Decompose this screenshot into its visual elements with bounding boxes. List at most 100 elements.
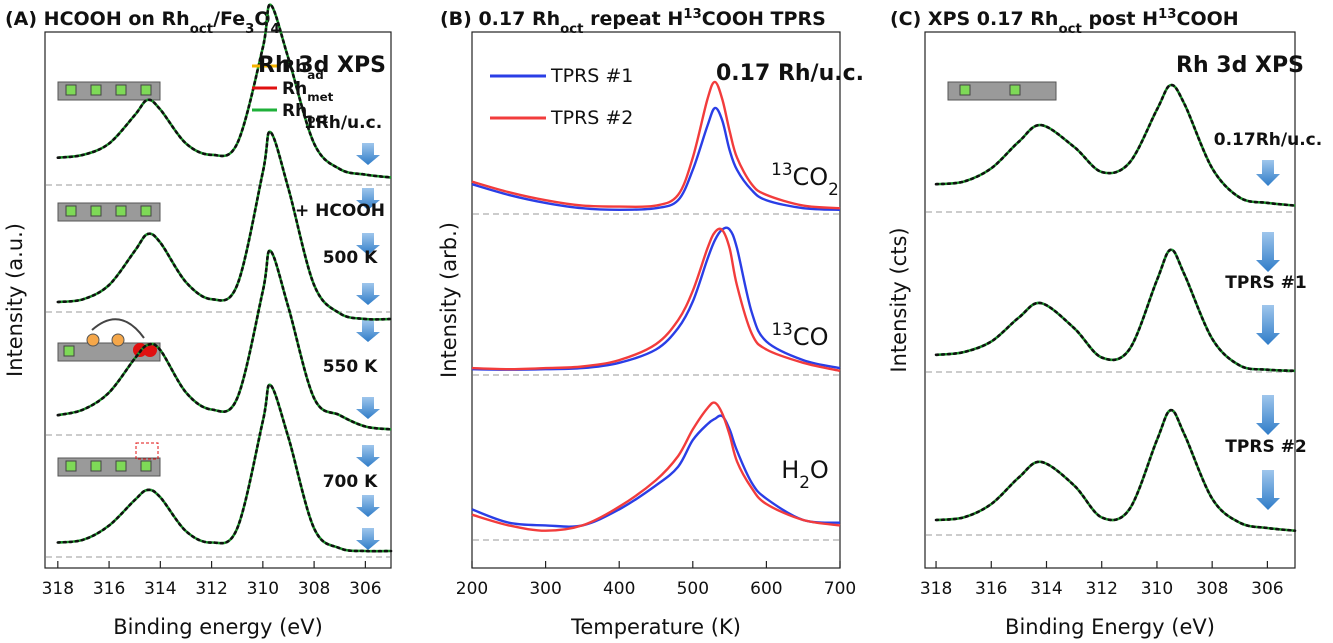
text-part: post H: [1082, 8, 1158, 30]
decorations: [44, 31, 1296, 569]
text-part: repeat H: [584, 8, 684, 30]
text-part: COOH TPRS: [702, 8, 826, 30]
tprs-trace: [471, 106, 841, 212]
tprs-trace: [471, 401, 841, 532]
text-part: Rh: [282, 101, 307, 121]
x-tick-label: 500: [677, 579, 709, 599]
text-part: H: [781, 456, 799, 484]
annotation: H2O: [781, 456, 829, 492]
data-dots: [56, 249, 393, 431]
data-dots: [56, 130, 393, 321]
annotation: Rh 3d XPS: [258, 53, 386, 78]
x-tick-label: 308: [298, 579, 330, 599]
frame: [471, 31, 841, 569]
text-part: oct: [560, 22, 584, 37]
y-axis-label: Intensity (a.u.): [3, 223, 27, 377]
spectrum: [935, 409, 1296, 532]
text-part: COOH: [1177, 8, 1239, 30]
annotation: 13CO: [771, 319, 828, 351]
text-part: ad: [307, 68, 324, 82]
frame: [924, 31, 1296, 569]
x-tick-label: 312: [1085, 579, 1117, 599]
x-axis-label: Temperature (K): [570, 615, 741, 639]
text-part: oct: [1058, 22, 1082, 37]
baselines: [46, 184, 1294, 558]
x-axis-label: Binding energy (eV): [113, 615, 323, 639]
spectrum: [935, 248, 1296, 372]
frame: [44, 31, 392, 569]
text-part: (A) HCOOH on Rh: [5, 8, 190, 30]
x-tick-label: 310: [247, 579, 279, 599]
text-part: (B) 0.17 Rh: [440, 8, 560, 30]
x-tick-label: 306: [349, 579, 381, 599]
x-tick-label: 312: [195, 579, 227, 599]
text-part: oct: [190, 22, 214, 37]
x-tick-label: 314: [1030, 579, 1062, 599]
text-part: 4: [271, 22, 280, 37]
text-part: CO: [793, 163, 829, 191]
fit-curve: [935, 248, 1296, 373]
x-tick-label: 318: [920, 579, 952, 599]
annotation: 700 K: [323, 472, 378, 492]
text-part: met: [307, 90, 333, 104]
annotation: TPRS #2: [1225, 437, 1306, 457]
legend-label: TPRS #2: [550, 107, 633, 129]
arrows: [356, 143, 1280, 550]
annotation: 500 K: [323, 248, 378, 268]
legend-label: TPRS #1: [550, 65, 633, 87]
annotation: 13CO2: [771, 159, 839, 199]
annotation: 1Rh/u.c.: [304, 113, 382, 133]
x-axis-label: Binding Energy (eV): [1005, 615, 1215, 639]
annotation: TPRS #1: [1225, 273, 1306, 293]
annotation: 0.17 Rh/u.c.: [716, 61, 864, 86]
fit-curve: [57, 130, 392, 321]
text-part: 13: [1158, 7, 1177, 22]
tprs-trace: [471, 226, 841, 371]
tprs-trace: [471, 227, 841, 372]
text-part: Rh: [282, 57, 307, 77]
data-dots: [56, 3, 393, 179]
panel-title: (A) HCOOH on Rhoct/Fe3O4: [5, 8, 280, 37]
annotation: + HCOOH: [295, 201, 385, 221]
annotation: 0.17Rh/u.c.: [1214, 130, 1322, 150]
x-tick-label: 316: [975, 579, 1007, 599]
annotation: Rh 3d XPS: [1176, 53, 1304, 78]
x-tick-label: 300: [529, 579, 561, 599]
fit-curve: [57, 249, 392, 431]
text-part: CO: [793, 323, 829, 351]
x-tick-label: 200: [456, 579, 488, 599]
text-part: 13: [683, 7, 702, 22]
text-part: Rh: [282, 79, 307, 99]
annotation: 550 K: [323, 357, 378, 377]
data-dots: [934, 83, 1297, 207]
x-tick-label: 314: [144, 579, 176, 599]
text-part: /Fe: [213, 8, 245, 30]
panel-title: (B) 0.17 Rhoct repeat H13COOH TPRS: [440, 7, 826, 37]
x-tick-label: 310: [1141, 579, 1173, 599]
y-axis-label: Intensity (arb.): [437, 222, 461, 378]
x-tick-label: 308: [1196, 579, 1228, 599]
text-part: oct: [307, 112, 328, 126]
x-tick-label: 318: [42, 579, 74, 599]
text-part: O: [810, 456, 829, 484]
text-part: 2: [828, 179, 839, 199]
data-dots: [934, 248, 1297, 373]
fit-curve: [935, 408, 1296, 532]
tprs-trace: [471, 80, 841, 210]
y-axis-label: Intensity (cts): [887, 227, 911, 372]
legend-label: Rhmet: [282, 79, 334, 104]
legend-label: Rhad: [282, 57, 324, 82]
x-tick-label: 600: [750, 579, 782, 599]
x-tick-label: 316: [93, 579, 125, 599]
text-part: (C) XPS 0.17 Rh: [890, 8, 1058, 30]
text-part: 13: [771, 159, 792, 179]
text-part: 13: [771, 319, 792, 339]
text-part: 3: [245, 22, 254, 37]
x-tick-label: 306: [1251, 579, 1283, 599]
data-dots: [56, 383, 393, 553]
legend-label: Rhoct: [282, 101, 328, 126]
text-part: 2: [799, 472, 810, 492]
data-dots: [934, 408, 1297, 532]
panel-title: (C) XPS 0.17 Rhoct post H13COOH: [890, 7, 1239, 37]
